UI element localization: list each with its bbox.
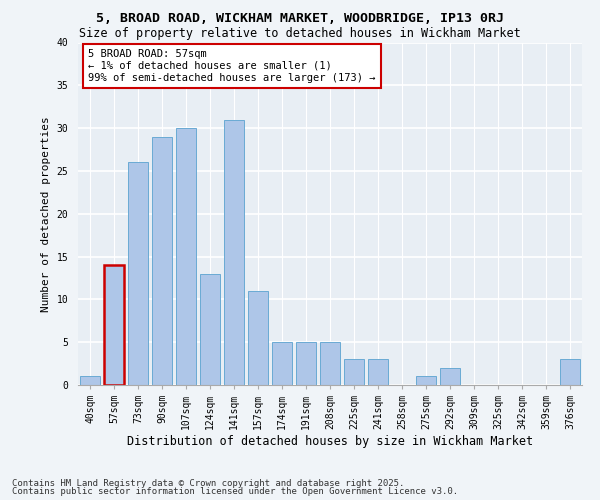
Text: Contains public sector information licensed under the Open Government Licence v3: Contains public sector information licen… — [12, 487, 458, 496]
Bar — [176, 128, 196, 385]
Bar — [416, 376, 436, 385]
Y-axis label: Number of detached properties: Number of detached properties — [41, 116, 51, 312]
Bar — [200, 274, 220, 385]
Text: Size of property relative to detached houses in Wickham Market: Size of property relative to detached ho… — [79, 28, 521, 40]
Text: 5 BROAD ROAD: 57sqm
← 1% of detached houses are smaller (1)
99% of semi-detached: 5 BROAD ROAD: 57sqm ← 1% of detached hou… — [88, 50, 376, 82]
Bar — [80, 376, 100, 385]
Bar — [560, 360, 580, 385]
Bar — [152, 136, 172, 385]
Bar — [296, 342, 316, 385]
Bar — [272, 342, 292, 385]
Bar — [344, 360, 364, 385]
Bar — [104, 265, 124, 385]
Bar — [128, 162, 148, 385]
Bar — [320, 342, 340, 385]
Bar — [224, 120, 244, 385]
Bar — [368, 360, 388, 385]
Bar — [440, 368, 460, 385]
Text: Contains HM Land Registry data © Crown copyright and database right 2025.: Contains HM Land Registry data © Crown c… — [12, 478, 404, 488]
Text: 5, BROAD ROAD, WICKHAM MARKET, WOODBRIDGE, IP13 0RJ: 5, BROAD ROAD, WICKHAM MARKET, WOODBRIDG… — [96, 12, 504, 26]
X-axis label: Distribution of detached houses by size in Wickham Market: Distribution of detached houses by size … — [127, 435, 533, 448]
Bar — [248, 291, 268, 385]
